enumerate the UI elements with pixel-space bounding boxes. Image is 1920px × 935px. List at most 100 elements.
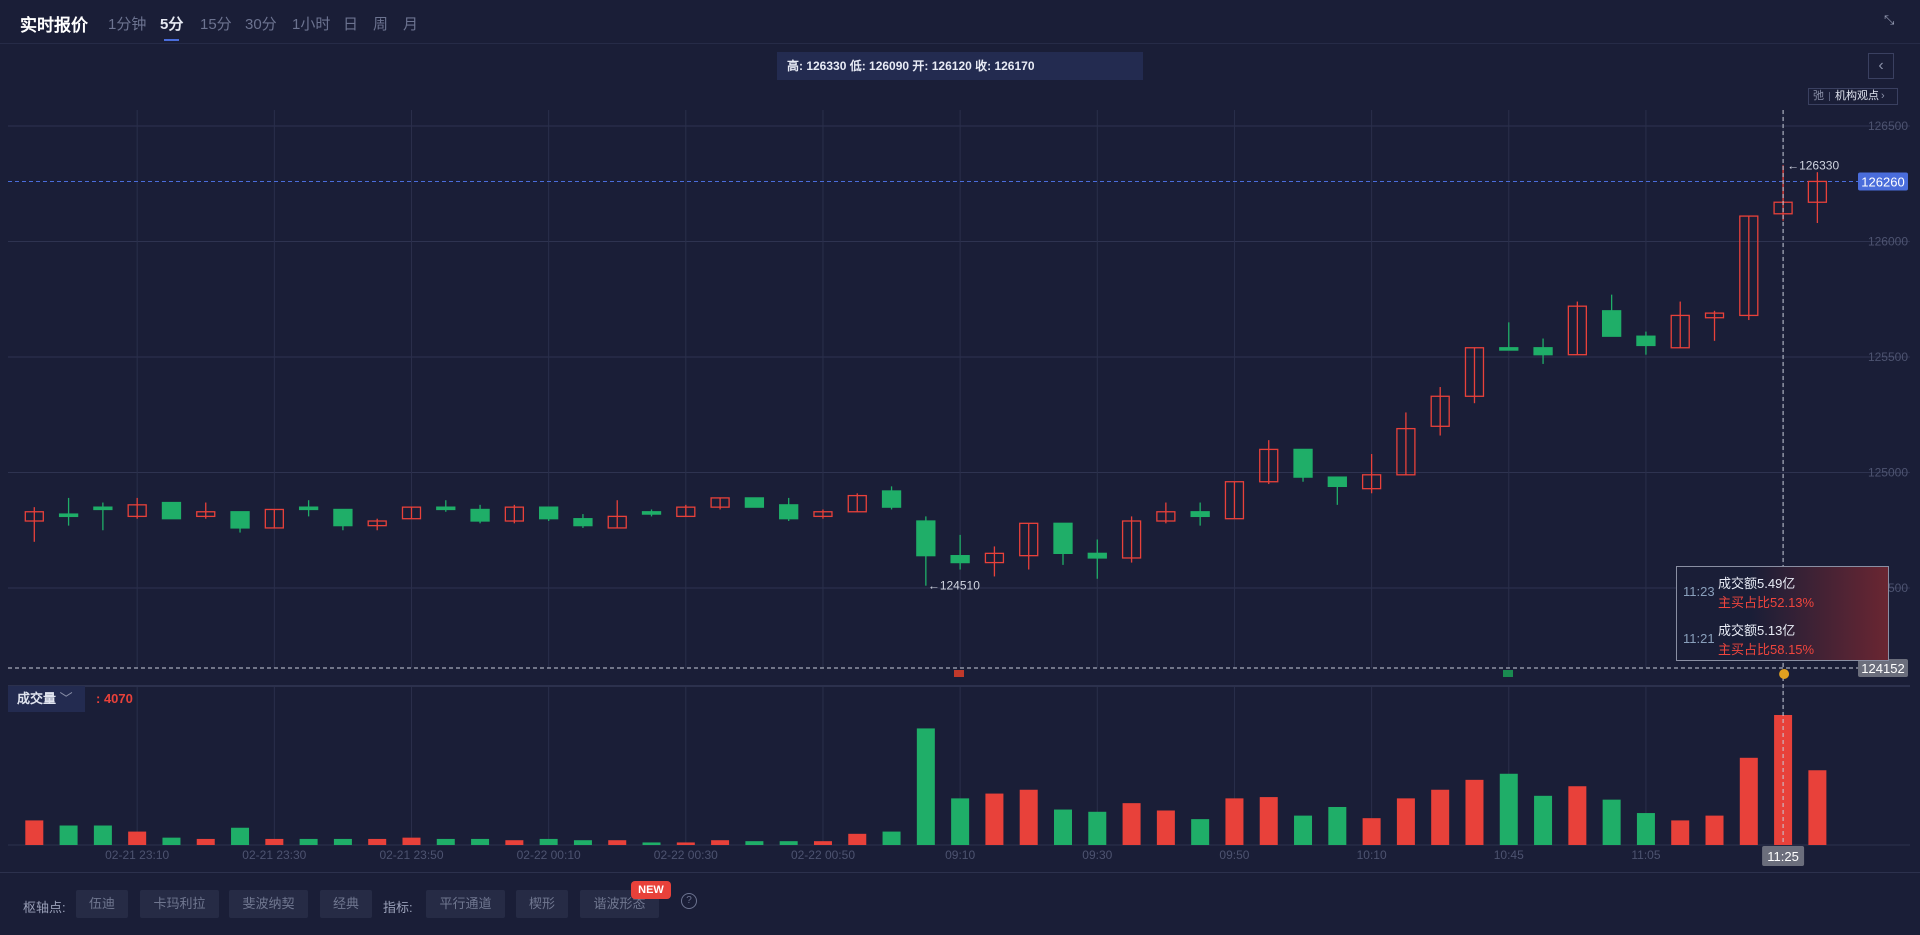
institution-view-button[interactable]: 弛机构观点 › <box>1808 88 1898 105</box>
last-price-label: 126260 <box>1861 174 1904 189</box>
chevron-left-icon: ‹ <box>1878 57 1884 74</box>
tab-timeframe[interactable]: 周 <box>373 16 389 33</box>
volume-bar <box>333 838 352 845</box>
volume-bar <box>1156 810 1175 845</box>
min-price-marker: ←124510 <box>928 579 980 593</box>
volume-bar <box>676 842 695 845</box>
indicator-label: 指标: <box>383 900 413 915</box>
candle-body <box>230 511 250 529</box>
candle-body <box>984 552 1005 564</box>
volume-bar <box>1225 798 1244 845</box>
tooltip-ratio: 主买占比58.15% <box>1718 642 1815 657</box>
candle-body <box>1224 481 1245 520</box>
candle-body <box>401 506 422 520</box>
help-icon[interactable]: ? <box>681 893 697 909</box>
candle-body <box>1327 476 1347 488</box>
volume-bar <box>368 838 387 845</box>
volume-indicator-select[interactable]: 成交量 ﹀ <box>8 686 85 712</box>
y-tick-label: 125000 <box>1868 466 1908 480</box>
crosshair-time-badge <box>1762 846 1805 866</box>
volume-bar <box>951 798 970 845</box>
candle-body <box>127 504 147 518</box>
candle-body <box>196 511 216 518</box>
x-tick-label: 02-21 23:30 <box>242 848 306 862</box>
pivot-classic-button[interactable]: 经典 <box>320 890 372 918</box>
tab-timeframe[interactable]: 月 <box>403 16 419 33</box>
tab-timeframe[interactable]: 1分钟 <box>108 16 147 33</box>
volume-bar <box>1396 798 1415 845</box>
tab-timeframe[interactable]: 30分 <box>245 16 277 33</box>
pivot-camarilla-button[interactable]: 卡玛利拉 <box>140 890 219 918</box>
volume-bar <box>848 833 867 845</box>
volume-bar <box>745 841 764 845</box>
volume-bar <box>642 842 661 845</box>
trade-tooltip: 11:23 成交额5.49亿 主买占比52.13% 11:21 成交额5.13亿… <box>1676 566 1889 661</box>
volume-bar <box>1534 795 1553 845</box>
volume-bar <box>471 838 490 845</box>
volume-bar <box>1808 770 1827 845</box>
volume-label: 成交量 <box>17 691 57 706</box>
candle-body <box>573 518 593 527</box>
volume-bar <box>813 841 832 845</box>
candle-body <box>298 506 319 511</box>
candle-body <box>470 508 490 522</box>
candle-body <box>333 508 353 527</box>
pivot-woodie-button[interactable]: 伍迪 <box>76 890 128 918</box>
volume-bar <box>1465 779 1484 845</box>
volume-bar <box>1568 786 1587 845</box>
volume-bar <box>1499 773 1518 845</box>
tooltip-row: 11:21 成交额5.13亿 主买占比58.15% <box>1677 614 1888 660</box>
divider <box>0 872 1920 873</box>
max-price-marker: ←126330 <box>1787 158 1839 172</box>
candle-body <box>24 511 44 522</box>
volume-bar <box>779 841 798 845</box>
candle-body <box>264 508 284 529</box>
candle-body <box>1121 520 1142 559</box>
volume-bar <box>985 793 1004 845</box>
candle-body <box>1156 511 1176 522</box>
candle-body <box>539 506 559 520</box>
volume-bar <box>505 840 524 845</box>
volume-bar <box>59 825 78 845</box>
candle-body <box>847 494 867 513</box>
page-title: 实时报价 <box>20 16 88 35</box>
tab-timeframe[interactable]: 日 <box>343 16 359 33</box>
candle-body <box>161 501 182 520</box>
panel-toggle-button[interactable]: ‹ <box>1868 53 1894 79</box>
signal-bars-icon <box>1503 670 1513 677</box>
candle-body <box>1807 180 1828 203</box>
x-tick-label: 02-22 00:30 <box>654 848 718 862</box>
candle-body <box>1053 522 1073 555</box>
tab-timeframe[interactable]: 1小时 <box>292 16 331 33</box>
volume-bar <box>1054 809 1072 845</box>
last-price-badge <box>1858 172 1908 191</box>
parallel-channel-button[interactable]: 平行通道 <box>426 890 505 918</box>
pivot-fibonacci-button[interactable]: 斐波纳契 <box>229 890 308 918</box>
volume-bar <box>1088 811 1107 845</box>
y-tick-label: 125500 <box>1868 350 1908 364</box>
volume-bar <box>299 838 318 845</box>
collapse-arrows-icon[interactable]: ⤡ <box>1884 12 1895 27</box>
event-marker-icon <box>1779 669 1790 679</box>
x-tick-label: 10:10 <box>1357 848 1387 862</box>
volume-bar <box>231 827 250 845</box>
volume-bar <box>1602 799 1621 845</box>
volume-bar <box>608 840 627 845</box>
volume-bar <box>1431 789 1450 845</box>
chevron-right-icon: › <box>1881 90 1885 102</box>
candle-body <box>813 511 833 518</box>
volume-bar <box>1191 819 1210 845</box>
candle-body <box>950 555 970 564</box>
wedge-button[interactable]: 楔形 <box>516 890 568 918</box>
candle-body <box>676 506 696 518</box>
tooltip-amount: 成交额5.13亿 <box>1718 623 1796 638</box>
candle-body <box>1567 305 1587 356</box>
tab-timeframe[interactable]: 15分 <box>200 16 232 33</box>
candle-body <box>504 506 525 522</box>
candle-body <box>881 490 902 508</box>
tab-timeframe[interactable]: 5分 <box>160 13 183 41</box>
y-tick-label: 126500 <box>1868 119 1908 133</box>
ohlc-info-box: 高: 126330 低: 126090 开: 126120 收: 126170 <box>777 52 1143 80</box>
candle-body <box>1601 310 1622 337</box>
